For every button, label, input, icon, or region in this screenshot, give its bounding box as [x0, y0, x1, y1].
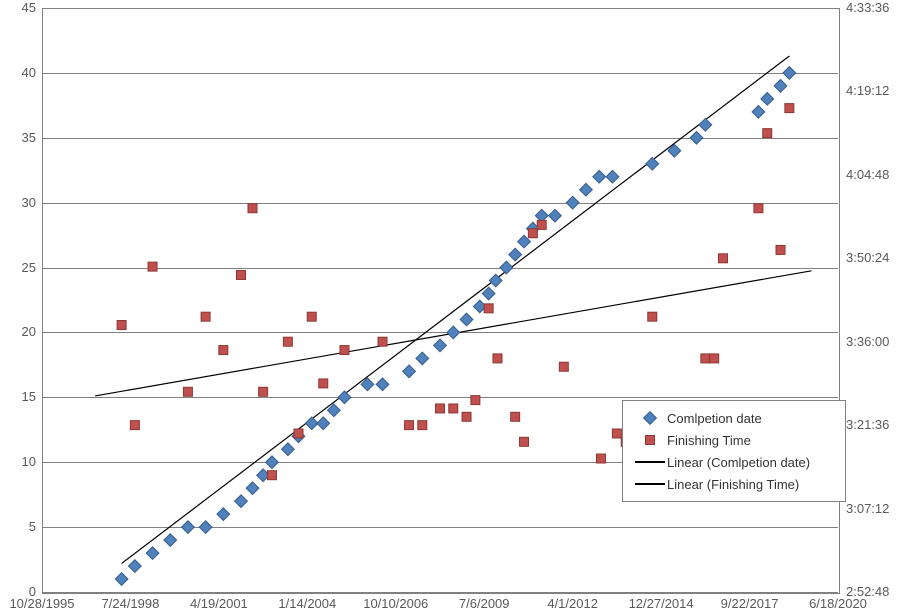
line-icon	[633, 461, 667, 463]
square-marker	[763, 129, 772, 138]
legend-item: Finishing Time	[633, 429, 835, 451]
diamond-marker	[699, 118, 712, 131]
square-marker	[449, 404, 458, 413]
legend-item: Linear (Comlpetion date)	[633, 451, 835, 473]
square-marker	[259, 387, 268, 396]
square-marker	[648, 312, 657, 321]
scatter-chart: 051015202530354045 2:52:483:07:123:21:36…	[0, 0, 900, 613]
diamond-marker	[376, 378, 389, 391]
diamond-marker	[593, 170, 606, 183]
square-marker	[776, 245, 785, 254]
square-marker	[462, 412, 471, 421]
square-marker	[148, 262, 157, 271]
diamond-marker	[460, 313, 473, 326]
square-marker	[130, 421, 139, 430]
square-icon	[633, 433, 667, 447]
square-marker	[719, 254, 728, 263]
square-marker	[117, 321, 126, 330]
square-marker	[596, 454, 605, 463]
square-marker	[418, 421, 427, 430]
square-marker	[219, 346, 228, 355]
square-marker	[471, 396, 480, 405]
square-marker	[520, 437, 529, 446]
square-marker	[319, 379, 328, 388]
diamond-marker	[246, 482, 259, 495]
legend-label: Linear (Comlpetion date)	[667, 455, 810, 470]
square-marker	[307, 312, 316, 321]
square-marker	[405, 421, 414, 430]
square-marker	[378, 337, 387, 346]
legend-item: Comlpetion date	[633, 407, 835, 429]
square-marker	[294, 429, 303, 438]
square-marker	[484, 304, 493, 313]
diamond-marker	[199, 521, 212, 534]
diamond-marker	[416, 352, 429, 365]
square-marker	[528, 229, 537, 238]
square-marker	[612, 429, 621, 438]
diamond-marker	[182, 521, 195, 534]
diamond-marker	[115, 573, 128, 586]
square-marker	[785, 104, 794, 113]
square-marker	[201, 312, 210, 321]
diamond-marker	[690, 131, 703, 144]
diamond-marker	[317, 417, 330, 430]
diamond-marker	[783, 67, 796, 80]
diamond-marker	[146, 547, 159, 560]
legend-label: Linear (Finishing Time)	[667, 477, 799, 492]
diamond-marker	[482, 287, 495, 300]
diamond-marker	[266, 456, 279, 469]
square-marker	[537, 220, 546, 229]
diamond-marker	[761, 92, 774, 105]
diamond-marker	[752, 105, 765, 118]
square-marker	[248, 204, 257, 213]
square-marker	[340, 346, 349, 355]
square-marker	[436, 404, 445, 413]
square-marker	[559, 362, 568, 371]
diamond-marker	[164, 534, 177, 547]
square-marker	[267, 471, 276, 480]
legend-label: Finishing Time	[667, 433, 751, 448]
diamond-marker	[500, 261, 513, 274]
diamond-marker	[646, 157, 659, 170]
diamond-icon	[633, 411, 667, 425]
diamond-marker	[403, 365, 416, 378]
diamond-marker	[566, 196, 579, 209]
square-marker	[701, 354, 710, 363]
line-icon	[633, 483, 667, 485]
square-marker	[283, 337, 292, 346]
diamond-marker	[509, 248, 522, 261]
diamond-marker	[606, 170, 619, 183]
diamond-marker	[434, 339, 447, 352]
square-marker	[710, 354, 719, 363]
square-marker	[237, 270, 246, 279]
diamond-marker	[774, 80, 787, 93]
diamond-marker	[129, 560, 142, 573]
diamond-marker	[235, 495, 248, 508]
diamond-marker	[447, 326, 460, 339]
square-marker	[511, 412, 520, 421]
legend: Comlpetion date Finishing Time Linear (Com…	[622, 400, 846, 502]
diamond-marker	[282, 443, 295, 456]
diamond-marker	[217, 508, 230, 521]
square-marker	[754, 204, 763, 213]
diamond-marker	[580, 183, 593, 196]
plot-svg	[0, 0, 900, 613]
diamond-marker	[338, 391, 351, 404]
square-marker	[183, 387, 192, 396]
diamond-marker	[549, 209, 562, 222]
legend-item: Linear (Finishing Time)	[633, 473, 835, 495]
legend-label: Comlpetion date	[667, 411, 762, 426]
square-marker	[493, 354, 502, 363]
